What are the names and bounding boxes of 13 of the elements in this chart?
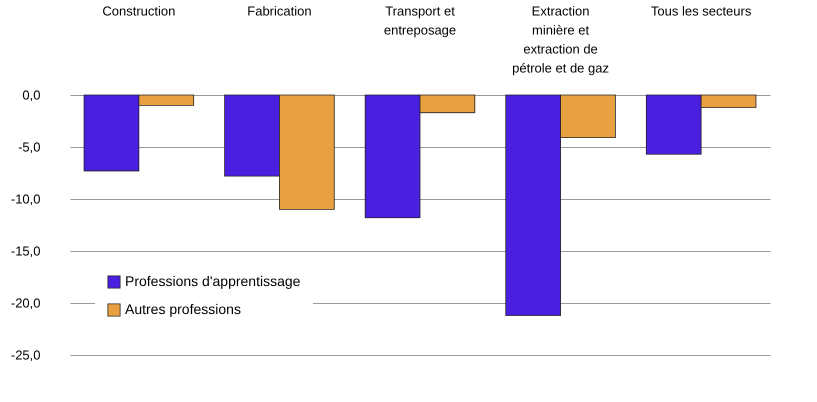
legend-label: Autres professions	[125, 301, 241, 317]
y-tick-label: -10,0	[10, 192, 40, 206]
y-tick-label: -5,0	[18, 140, 40, 154]
x-tick-label: Transport et entreposage	[384, 4, 456, 38]
y-tick-label: -25,0	[10, 348, 40, 362]
y-tick-label: -15,0	[10, 244, 40, 258]
y-tick-label: 0,0	[22, 88, 40, 102]
x-tick-label: Tous les secteurs	[650, 4, 752, 18]
y-tick-label: -20,0	[10, 296, 40, 310]
x-tick-label: Construction	[102, 4, 176, 18]
legend-label: Professions d'apprentissage	[125, 273, 301, 289]
x-tick-label: Fabrication	[247, 4, 312, 18]
x-tick-label: Extraction minière et extraction de pétrole et de gaz	[512, 4, 609, 76]
